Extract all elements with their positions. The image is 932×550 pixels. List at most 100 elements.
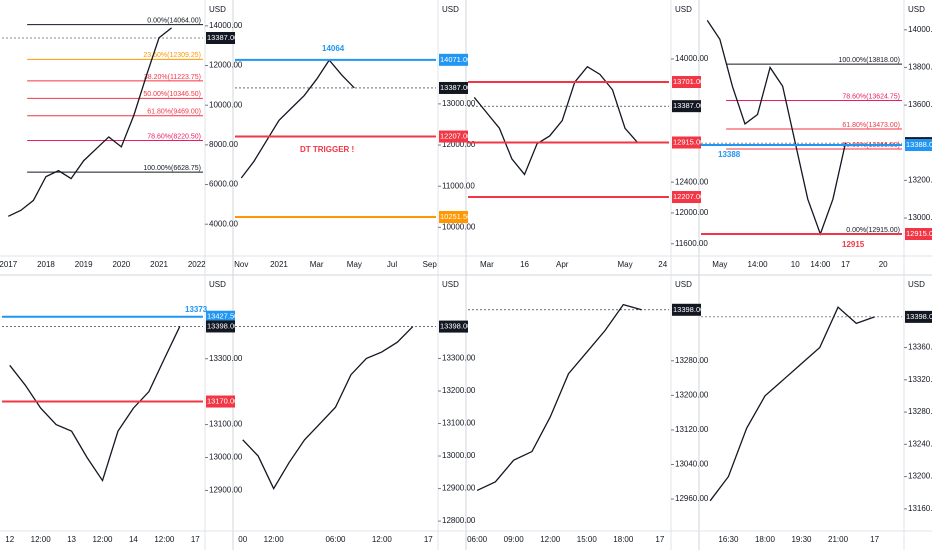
y-tick-label: 13160.00	[908, 504, 932, 513]
x-tick-label: Mar	[480, 260, 494, 269]
x-tick-label: 18:00	[613, 535, 634, 544]
x-tick-label: 17	[841, 260, 850, 269]
y-tick-label: 12900.00	[209, 486, 243, 495]
x-tick-label: 18:00	[755, 535, 776, 544]
x-tick-label: 17	[424, 535, 433, 544]
fib-label: 50.00%(10346.50)	[143, 91, 201, 98]
x-tick-label: 20	[879, 260, 888, 269]
x-tick-label: 14:00	[748, 260, 769, 269]
x-tick-label: 21:00	[828, 535, 849, 544]
price-tag-label: 13387.00	[207, 33, 238, 42]
y-tick-label: 12400.00	[675, 177, 709, 186]
unit-label: USD	[675, 280, 692, 289]
fib-label: 78.60%(8220.50)	[147, 133, 201, 140]
x-tick-label: 2021	[150, 260, 168, 269]
y-tick-label: 13280.00	[908, 407, 932, 416]
x-tick-label: 12:00	[31, 535, 52, 544]
price-tag-label: 12207.00	[673, 192, 704, 201]
price-tag-label: 13701.00	[673, 77, 704, 86]
x-tick-label: 12:00	[92, 535, 113, 544]
price-tag	[905, 310, 932, 323]
y-tick-label: 4000.00	[209, 219, 238, 228]
y-tick-label: 12960.00	[675, 494, 709, 503]
x-tick-label: 16	[520, 260, 529, 269]
y-tick-label: 13100.00	[209, 420, 243, 429]
y-tick-label: 13600.00	[908, 100, 932, 109]
x-tick-label: Nov	[234, 260, 248, 269]
price-line	[709, 306, 875, 502]
y-tick-label: 13200.00	[908, 175, 932, 184]
unit-label: USD	[675, 5, 692, 14]
price-line	[706, 20, 847, 236]
price-line	[242, 326, 414, 490]
price-tag-label: 13388.00	[906, 140, 932, 149]
price-tag	[206, 395, 235, 408]
unit-label: USD	[209, 280, 226, 289]
y-tick-label: 14000.00	[675, 54, 709, 63]
x-tick-label: 24	[658, 260, 667, 269]
y-tick-label: 14000.00	[209, 21, 243, 30]
y-tick-label: 13240.00	[908, 439, 932, 448]
x-tick-label: 00	[238, 535, 247, 544]
price-line	[9, 326, 181, 483]
price-tag-label: 13170.00	[207, 397, 238, 406]
price-tag	[672, 136, 701, 149]
price-tag-label: 10251.50	[440, 212, 471, 221]
price-tag-label: 13387.00	[673, 101, 704, 110]
price-tag-label: 13398.00	[906, 312, 932, 321]
y-tick-label: 6000.00	[209, 180, 238, 189]
y-tick-label: 8000.00	[209, 140, 238, 149]
annotation: 13373	[185, 305, 208, 314]
x-tick-label: 16:30	[718, 535, 739, 544]
price-tag-label: 13427.50	[207, 312, 238, 321]
unit-label: USD	[209, 5, 226, 14]
y-tick-label: 13300.00	[209, 354, 243, 363]
price-line	[8, 27, 172, 217]
price-tag	[439, 81, 468, 94]
x-tick-label: 12:00	[264, 535, 285, 544]
price-tag-label: 13398.00	[673, 305, 704, 314]
y-tick-label: 13800.00	[908, 63, 932, 72]
y-tick-label: 10000.00	[209, 100, 243, 109]
y-tick-label: 13000.00	[209, 453, 243, 462]
y-tick-label: 12800.00	[442, 516, 476, 525]
fib-label: 78.60%(13624.75)	[842, 93, 900, 100]
x-tick-label: Apr	[556, 260, 569, 269]
y-tick-label: 13200.00	[675, 390, 709, 399]
price-tag-label: 13398.00	[207, 321, 238, 330]
price-tag	[206, 32, 235, 45]
x-tick-label: Jul	[387, 260, 397, 269]
x-tick-label: May	[617, 260, 632, 269]
y-tick-label: 13000.00	[442, 451, 476, 460]
price-tag-label: 14071.00	[440, 55, 471, 64]
y-tick-label: 13280.00	[675, 356, 709, 365]
x-tick-label: 12:00	[540, 535, 561, 544]
annotation: 13388	[718, 150, 741, 159]
price-line	[240, 59, 355, 179]
y-tick-label: 13360.00	[908, 343, 932, 352]
y-tick-label: 12000.00	[209, 61, 243, 70]
price-tag-label: 13398.00	[440, 322, 471, 331]
price-tag-label: 13387.00	[440, 83, 471, 92]
y-tick-label: 13040.00	[675, 460, 709, 469]
x-tick-label: 2022	[188, 260, 206, 269]
annotation: 14064	[322, 44, 345, 53]
fib-label: 61.80%(9469.00)	[147, 109, 201, 116]
y-tick-label: 11000.00	[442, 181, 475, 190]
y-tick-label: 12000.00	[675, 208, 709, 217]
y-tick-label: 13100.00	[442, 419, 476, 428]
y-tick-label: 12900.00	[442, 484, 476, 493]
x-tick-label: 09:00	[504, 535, 525, 544]
fib-label: 23.60%(12309.25)	[143, 52, 201, 59]
x-tick-label: May	[712, 260, 727, 269]
price-tag	[439, 320, 468, 333]
x-tick-label: 10	[791, 260, 800, 269]
y-tick-label: 10000.00	[442, 222, 476, 231]
price-tag	[672, 191, 701, 204]
y-tick-label: 11600.00	[675, 239, 708, 248]
x-tick-label: 2020	[112, 260, 130, 269]
unit-label: USD	[908, 280, 925, 289]
y-tick-label: 13200.00	[442, 386, 476, 395]
x-tick-label: 2017	[0, 260, 18, 269]
